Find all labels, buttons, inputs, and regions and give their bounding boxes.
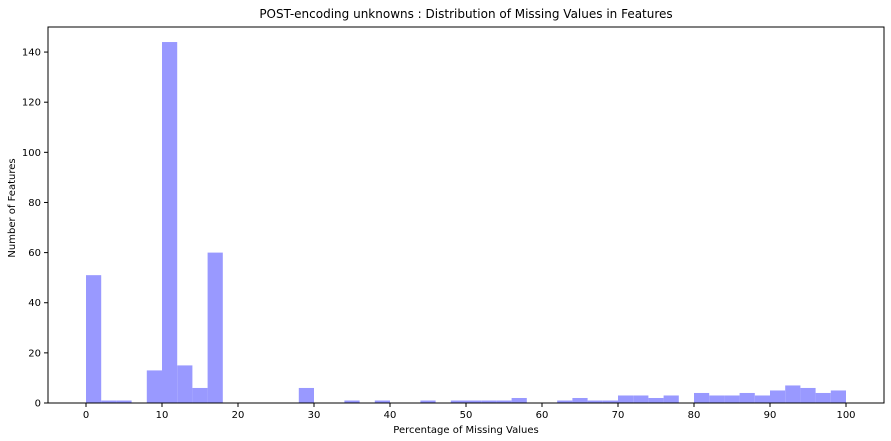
plot-frame — [47, 26, 885, 404]
x-tick-label-0: 0 — [83, 410, 89, 421]
histogram-bar-5 — [177, 365, 193, 403]
histogram-bar-17 — [557, 400, 573, 403]
histogram-bar-1 — [101, 400, 117, 403]
x-tick-label-9: 90 — [764, 410, 777, 421]
y-tick-label-6: 120 — [22, 98, 41, 109]
y-tick-label-3: 60 — [28, 248, 41, 259]
x-tick-label-6: 60 — [536, 410, 549, 421]
histogram-bar-11 — [420, 400, 436, 403]
x-axis: 0 10 20 30 40 50 60 70 80 90 100 — [83, 403, 856, 421]
histogram-bar-16 — [511, 397, 527, 403]
histogram-bar-33 — [815, 392, 831, 403]
histogram-bar-12 — [450, 400, 466, 403]
histogram-bar-21 — [618, 395, 634, 403]
histogram-bar-29 — [754, 395, 770, 403]
histogram-bar-31 — [785, 385, 801, 403]
chart-title: POST-encoding unknowns : Distribution of… — [259, 7, 672, 21]
histogram-bar-18 — [572, 397, 588, 403]
histogram-bar-2 — [116, 400, 132, 403]
y-tick-label-2: 40 — [28, 298, 41, 309]
histogram-bar-3 — [146, 370, 162, 403]
y-tick-label-7: 140 — [22, 48, 41, 59]
histogram-bar-25 — [694, 392, 710, 403]
x-tick-label-3: 30 — [308, 410, 321, 421]
histogram-bar-32 — [800, 387, 816, 403]
x-tick-label-4: 40 — [384, 410, 397, 421]
x-tick-label-8: 80 — [688, 410, 701, 421]
y-tick-label-5: 100 — [22, 148, 41, 159]
y-axis-label: Number of Features — [7, 158, 18, 257]
histogram-bar-6 — [192, 387, 208, 403]
histogram-bar-34 — [830, 390, 846, 403]
histogram-bar-27 — [724, 395, 740, 403]
x-tick-label-7: 70 — [612, 410, 625, 421]
histogram-bar-4 — [162, 42, 178, 403]
histogram-bar-26 — [709, 395, 725, 403]
x-axis-label: Percentage of Missing Values — [393, 425, 538, 436]
histogram-bar-23 — [648, 397, 664, 403]
y-axis: 0 20 40 60 80 100 120 140 — [22, 48, 48, 410]
histogram-bar-19 — [587, 400, 603, 403]
histogram-bar-0 — [86, 275, 102, 403]
histogram-bar-24 — [663, 395, 679, 403]
histogram-bar-20 — [602, 400, 618, 403]
x-tick-label-5: 50 — [460, 410, 473, 421]
histogram-bar-14 — [481, 400, 497, 403]
y-tick-label-4: 80 — [28, 198, 41, 209]
x-tick-label-10: 100 — [836, 410, 855, 421]
x-tick-label-2: 20 — [232, 410, 245, 421]
histogram-bar-9 — [344, 400, 360, 403]
histogram-bar-28 — [739, 392, 755, 403]
histogram-bar-8 — [298, 387, 314, 403]
histogram-bar-7 — [207, 252, 223, 403]
histogram-bar-13 — [466, 400, 482, 403]
histogram-bar-30 — [770, 390, 786, 403]
y-tick-label-0: 0 — [35, 399, 41, 410]
histogram-bar-22 — [633, 395, 649, 403]
y-tick-label-1: 20 — [28, 348, 41, 359]
histogram-bar-15 — [496, 400, 512, 403]
x-tick-label-1: 10 — [156, 410, 169, 421]
histogram-bar-10 — [374, 400, 390, 403]
bars-group — [86, 42, 846, 403]
